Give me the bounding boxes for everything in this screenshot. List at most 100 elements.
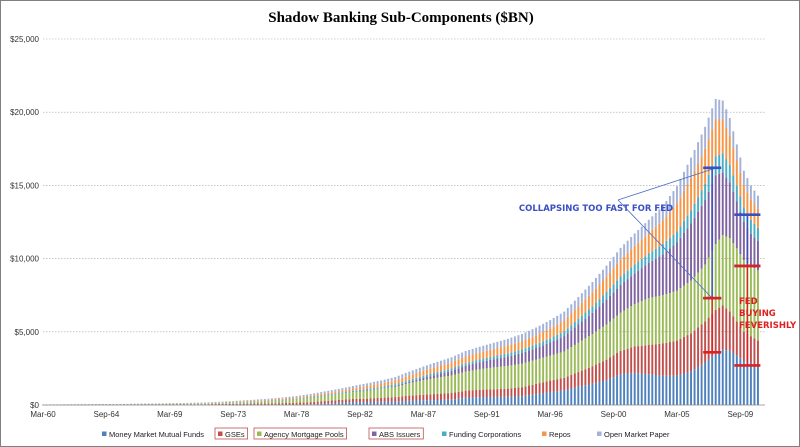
bar-segment: [267, 399, 270, 401]
bar-segment: [658, 375, 661, 405]
bar-segment: [570, 330, 573, 348]
bar-segment: [278, 398, 280, 401]
bar-segment: [450, 399, 453, 405]
bar-segment: [249, 400, 252, 402]
bar-segment: [524, 348, 527, 352]
bar-segment: [598, 381, 601, 405]
bar-segment: [584, 369, 587, 386]
bar-segment: [359, 387, 361, 390]
bar-segment: [260, 401, 263, 404]
bar-segment: [425, 365, 428, 370]
bar-segment: [285, 398, 287, 400]
bar-segment: [679, 226, 682, 238]
bar-segment: [313, 396, 316, 398]
bar-segment: [697, 211, 700, 273]
bar-segment: [306, 394, 309, 397]
bar-segment: [506, 388, 509, 397]
bar-segment: [545, 339, 548, 344]
bar-segment: [746, 192, 749, 214]
bar-segment: [425, 394, 428, 401]
bar-segment: [570, 347, 573, 375]
bar-segment: [721, 235, 724, 306]
bar-segment: [690, 333, 693, 372]
bar-segment: [482, 361, 485, 369]
bar-segment: [545, 343, 548, 357]
bar-segment: [552, 340, 555, 355]
bar-segment: [443, 359, 446, 365]
bar-segment: [369, 398, 372, 402]
bar-segment: [207, 403, 210, 405]
bar-segment: [542, 393, 545, 405]
bar-segment: [327, 394, 330, 396]
bar-segment: [651, 297, 654, 345]
bar-segment: [239, 402, 242, 403]
bar-segment: [640, 268, 643, 302]
bar-segment: [556, 353, 559, 380]
bar-segment: [351, 388, 354, 391]
bar-segment: [457, 354, 460, 360]
bar-segment: [598, 299, 601, 307]
bar-segment: [542, 357, 545, 383]
bar-segment: [654, 248, 657, 259]
bar-segment: [714, 119, 717, 157]
bar-segment: [700, 190, 703, 206]
bar-segment: [278, 400, 280, 404]
bar-segment: [401, 382, 404, 384]
bar-segment: [549, 355, 552, 381]
gridlines: [43, 38, 765, 333]
legend-label: ABS Issuers: [379, 430, 421, 439]
bar-segment: [489, 367, 492, 390]
bar-segment: [404, 396, 407, 401]
bar-segment: [341, 393, 344, 400]
bar-segment: [436, 400, 439, 405]
bar-segment: [440, 371, 442, 374]
bar-segment: [644, 345, 647, 374]
bar-segment: [232, 403, 235, 405]
bar-segment: [373, 381, 376, 385]
bar-segment: [235, 402, 238, 404]
bar-segment: [517, 396, 520, 405]
bar-segment: [496, 348, 499, 356]
bar-segment: [464, 390, 467, 398]
bar-segment: [334, 391, 337, 394]
bar-segment: [450, 375, 453, 393]
bar-segment: [418, 394, 421, 401]
bar-segment: [425, 369, 428, 375]
bar-segment: [602, 381, 604, 405]
bar-segment: [584, 318, 587, 339]
bar-segment: [373, 387, 376, 390]
bar-segment: [651, 216, 654, 230]
bar-segment: [714, 353, 717, 405]
bar-segment: [742, 185, 745, 208]
y-tick-label: $10,000: [10, 255, 39, 264]
bar-segment: [570, 374, 573, 389]
bar-segment: [756, 227, 759, 242]
bar-segment: [232, 402, 235, 404]
bar-segment: [281, 399, 284, 401]
bar-segment: [626, 373, 629, 405]
bar-segment: [253, 402, 256, 404]
bar-segment: [492, 356, 495, 360]
bar-segment: [380, 401, 383, 405]
bar-segment: [609, 295, 612, 322]
bar-segment: [475, 363, 478, 370]
bar-segment: [401, 377, 404, 383]
bar-segment: [415, 395, 418, 401]
bar-segment: [454, 392, 457, 400]
bar-segment: [619, 247, 622, 260]
bar-segment: [443, 399, 446, 405]
bar-segment: [447, 358, 449, 364]
bar-segment: [577, 318, 580, 325]
bar-segment: [510, 355, 513, 366]
bar-segment: [253, 400, 256, 402]
bar-segment: [690, 157, 693, 179]
bar-segment: [549, 391, 552, 405]
bar-segment: [274, 400, 277, 402]
y-tick-label: $25,000: [10, 35, 39, 44]
bar-segment: [587, 295, 590, 310]
bar-segment: [411, 380, 414, 383]
bar-segment: [623, 282, 626, 311]
bar-segment: [749, 219, 752, 234]
bar-segment: [457, 359, 460, 366]
